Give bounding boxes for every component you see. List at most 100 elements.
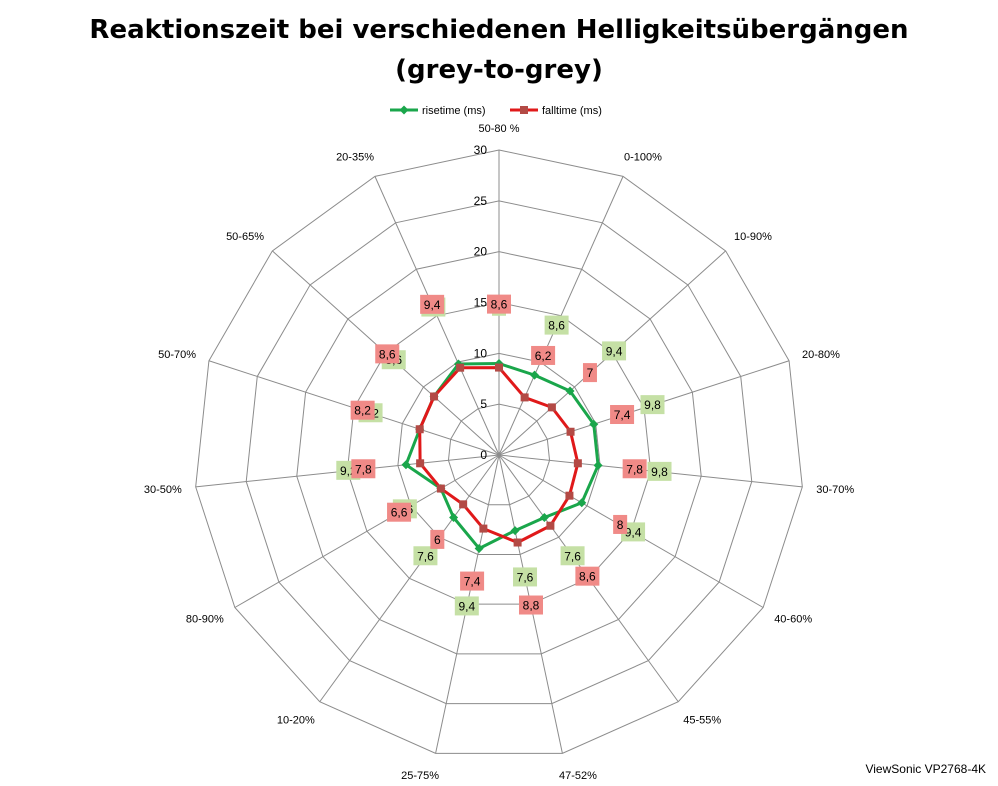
data-label: 7,4 [460, 571, 485, 591]
series-marker [401, 460, 411, 470]
series-marker [565, 386, 575, 396]
data-label-text: 7,6 [517, 570, 534, 584]
data-label-bg [487, 294, 511, 314]
category-label: 45-55% [683, 715, 721, 727]
legend-marker [399, 105, 409, 115]
data-label-bg [387, 502, 412, 522]
data-label-text: 6 [434, 533, 441, 547]
category-label: 0-100% [624, 151, 662, 163]
category-label: 10-20% [277, 715, 315, 727]
data-label-text: 9,8 [651, 465, 668, 479]
data-label-bg [454, 596, 479, 616]
data-label: 6,2 [531, 345, 556, 365]
series-marker [430, 392, 439, 401]
legend: risetime (ms) falltime (ms) [390, 105, 602, 117]
data-label-bg [460, 571, 485, 591]
grid-ring [195, 149, 803, 754]
series-marker [459, 500, 468, 509]
data-label-text: 8,6 [379, 347, 396, 361]
data-label-bg [647, 461, 672, 481]
data-label: 8,6 [487, 294, 511, 314]
series-marker [530, 370, 540, 380]
data-label-text: 7,6 [564, 549, 581, 563]
data-label-bg [544, 315, 569, 335]
data-label-text: 7,4 [614, 408, 631, 422]
data-label-bg [622, 459, 647, 479]
data-label-bg [610, 405, 635, 425]
legend-label: falltime (ms) [542, 105, 602, 117]
data-label-text: 7,6 [417, 549, 434, 563]
grid-ring [296, 251, 702, 655]
category-label: 40-60% [774, 614, 812, 626]
grid-ring [397, 352, 601, 555]
data-label: 7,4 [610, 405, 635, 425]
data-label-bg [640, 395, 665, 415]
series-marker [547, 403, 556, 412]
series-marker [565, 491, 574, 500]
data-label-bg [375, 344, 400, 364]
data-label-bg [420, 294, 445, 314]
chart-title-line2: (grey-to-grey) [395, 55, 603, 85]
data-label: 9,4 [602, 341, 627, 361]
data-label: 6 [430, 529, 445, 549]
data-label: 9,8 [647, 461, 672, 481]
data-label-text: 7 [587, 366, 594, 380]
data-label-bg [350, 400, 375, 420]
data-label-bg [582, 363, 597, 383]
grid-ring [346, 301, 652, 605]
data-label-text: 9,4 [458, 599, 475, 613]
series-marker [539, 513, 549, 523]
data-label: 8,8 [518, 595, 543, 615]
legend-label: risetime (ms) [422, 105, 486, 117]
radar-grid [195, 149, 803, 754]
data-label: 6,6 [387, 502, 412, 522]
series-marker [546, 521, 555, 530]
data-label-bg [518, 595, 543, 615]
radial-tick-label: 10 [474, 346, 488, 360]
radial-tick-labels: 0 5 10 15 20 25 30 [474, 143, 488, 462]
series-marker [520, 393, 529, 402]
category-label: 25-75% [401, 770, 439, 782]
data-label-bg [351, 459, 376, 479]
data-label: 7,8 [622, 459, 647, 479]
data-label-text: 7,4 [464, 575, 481, 589]
data-label: 9,4 [420, 294, 445, 314]
radial-tick-label: 25 [474, 194, 488, 208]
data-label-bg [413, 546, 438, 566]
series-marker [495, 363, 503, 372]
data-label-bg [513, 567, 538, 587]
series-marker [577, 498, 587, 508]
category-label: 10-90% [734, 231, 772, 243]
radial-tick-label: 30 [474, 143, 488, 157]
category-label: 20-35% [336, 151, 374, 163]
series-marker [449, 513, 459, 523]
radial-tick-label: 15 [474, 296, 488, 310]
data-label-text: 9,4 [424, 298, 441, 312]
data-label-text: 6,2 [535, 349, 552, 363]
chart-title-line1: Reaktionszeit bei verschiedenen Helligke… [89, 15, 909, 45]
category-labels: 50-80 % 0-100% 10-90% 20-80% 30-70% 40-60% 45-… [144, 123, 854, 782]
category-label: 50-70% [158, 349, 196, 361]
data-label: 8,6 [375, 344, 400, 364]
data-label-text: 8,6 [548, 319, 565, 333]
series-marker [474, 543, 484, 553]
series-marker [566, 427, 575, 436]
series-lines [401, 359, 603, 553]
data-label-text: 7,8 [355, 462, 372, 476]
data-label-bg [575, 566, 600, 586]
data-label-bg [531, 345, 556, 365]
data-label: 8 [613, 514, 628, 534]
category-label: 30-50% [144, 484, 182, 496]
data-label-text: 9,4 [606, 344, 623, 358]
data-label-text: 7,8 [626, 462, 643, 476]
data-label: 7,6 [513, 567, 538, 587]
grid-spoke [234, 454, 500, 608]
series-marker [479, 524, 488, 533]
radial-tick-label: 5 [480, 397, 487, 411]
data-label: 8,6 [544, 315, 569, 335]
data-label: 7,6 [413, 546, 438, 566]
data-label-text: 6,6 [391, 506, 408, 520]
data-label-text: 8,8 [523, 599, 540, 613]
data-label-text: 8,6 [491, 298, 508, 312]
